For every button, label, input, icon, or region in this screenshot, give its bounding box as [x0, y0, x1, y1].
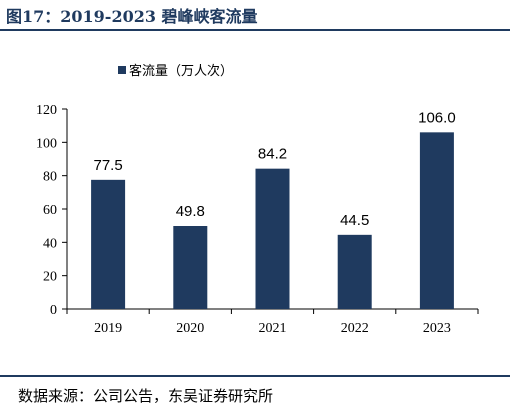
- bar-2021: [255, 168, 290, 309]
- y-tick-label: 120: [36, 103, 57, 118]
- bar-2020: [173, 226, 208, 309]
- x-tick-label: 2023: [423, 321, 451, 336]
- x-axis: 2019 2020 2021 2022 2023: [66, 308, 479, 336]
- legend: 客流量（万人次）: [118, 63, 233, 79]
- data-label-2023: 106.0: [418, 109, 456, 126]
- data-label-2019: 77.5: [93, 157, 122, 174]
- y-tick-label: 20: [43, 270, 57, 285]
- y-tick-label: 60: [43, 203, 57, 218]
- bar-2022: [337, 234, 372, 309]
- data-label-2021: 84.2: [258, 146, 287, 163]
- y-tick-label: 0: [50, 303, 57, 318]
- y-tick-label: 80: [43, 170, 57, 185]
- x-tick-label: 2020: [176, 321, 204, 336]
- data-label-2022: 44.5: [340, 212, 369, 229]
- x-tick-label: 2019: [94, 321, 122, 336]
- chart-title: 图17：2019-2023 碧峰峡客流量: [6, 7, 258, 26]
- x-tick-label: 2021: [259, 321, 287, 336]
- legend-label: 客流量（万人次）: [129, 63, 233, 79]
- data-labels: 77.5 49.8 84.2 44.5 106.0: [93, 109, 455, 228]
- x-tick-label: 2022: [341, 321, 369, 336]
- data-label-2020: 49.8: [176, 203, 205, 220]
- y-tick-label: 100: [36, 136, 57, 151]
- source-note: 数据来源：公司公告，东吴证券研究所: [18, 387, 274, 405]
- bar-2023: [419, 132, 454, 309]
- legend-swatch: [118, 66, 126, 74]
- footer-divider: [0, 375, 510, 377]
- y-tick-label: 40: [43, 236, 57, 251]
- title-divider: [0, 29, 510, 31]
- y-axis: 0 20 40 60 80 100 120: [36, 103, 68, 318]
- bar-2019: [91, 179, 126, 309]
- bars: [91, 132, 454, 309]
